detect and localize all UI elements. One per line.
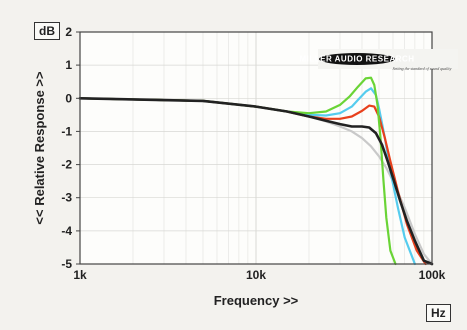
x-axis-title: Frequency >> bbox=[214, 293, 299, 308]
logo-oval bbox=[319, 53, 395, 65]
y-tick-labels: 2 1 0 -1 -2 -3 -4 -5 bbox=[61, 25, 80, 271]
x-tick-label: 100k bbox=[419, 268, 446, 282]
y-tick-label: 2 bbox=[65, 25, 72, 39]
x-tick-label: 1k bbox=[73, 268, 87, 282]
y-unit-label: dB bbox=[34, 22, 60, 40]
x-tick-label: 10k bbox=[246, 268, 266, 282]
plot-frame bbox=[79, 31, 433, 265]
y-tick-label: -2 bbox=[61, 158, 72, 172]
y-tick-label: -1 bbox=[61, 124, 72, 138]
x-tick-labels: 1k 10k 100k bbox=[73, 268, 445, 282]
y-axis-title: << Relative Response >> bbox=[32, 71, 47, 225]
series-line bbox=[78, 97, 434, 266]
logo-name: MILLER AUDIO RESEARCH bbox=[299, 55, 414, 64]
brand-logo: MILLER AUDIO RESEARCH Setting the standa… bbox=[299, 49, 458, 71]
y-tick-label: 0 bbox=[65, 91, 72, 105]
y-tick-label: -3 bbox=[61, 191, 72, 205]
x-unit-label: Hz bbox=[426, 304, 451, 322]
logo-tagline: Setting the standard of sound quality bbox=[393, 66, 452, 71]
series-lines bbox=[78, 76, 434, 266]
y-tick-label: 1 bbox=[65, 58, 72, 72]
y-tick-label: -4 bbox=[61, 224, 72, 238]
y-tick-label: -5 bbox=[61, 257, 72, 271]
